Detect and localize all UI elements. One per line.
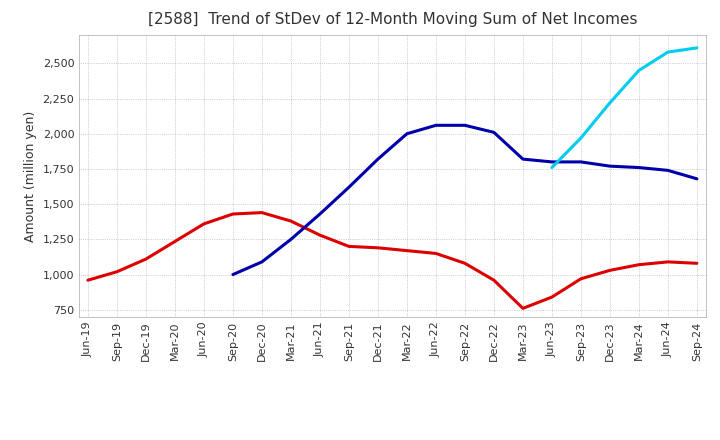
3 Years [142,257,150,262]
5 Years [228,272,237,277]
7 Years [548,165,557,170]
7 Years [693,45,701,51]
5 Years [287,237,295,242]
3 Years [518,306,527,311]
3 Years [634,262,643,268]
3 Years [490,278,498,283]
5 Years [664,168,672,173]
Title: [2588]  Trend of StDev of 12-Month Moving Sum of Net Incomes: [2588] Trend of StDev of 12-Month Moving… [148,12,637,27]
3 Years [693,260,701,266]
7 Years [606,100,614,106]
3 Years [548,294,557,300]
3 Years [287,218,295,224]
3 Years [315,232,324,238]
3 Years [606,268,614,273]
3 Years [345,244,354,249]
3 Years [402,248,411,253]
3 Years [664,259,672,264]
3 Years [431,251,440,256]
3 Years [374,245,382,250]
5 Years [431,123,440,128]
3 Years [84,278,92,283]
3 Years [461,260,469,266]
5 Years [490,130,498,135]
3 Years [112,269,121,275]
5 Years [548,159,557,165]
Line: 3 Years: 3 Years [88,213,697,308]
5 Years [315,211,324,216]
5 Years [606,164,614,169]
5 Years [402,131,411,136]
5 Years [374,157,382,162]
3 Years [199,221,208,227]
5 Years [577,159,585,165]
5 Years [461,123,469,128]
5 Years [258,259,266,264]
5 Years [634,165,643,170]
Line: 7 Years: 7 Years [552,48,697,168]
Line: 5 Years: 5 Years [233,125,697,275]
7 Years [634,68,643,73]
3 Years [577,276,585,282]
3 Years [228,211,237,216]
3 Years [171,239,179,244]
5 Years [345,185,354,190]
7 Years [577,136,585,141]
5 Years [518,157,527,162]
Y-axis label: Amount (million yen): Amount (million yen) [24,110,37,242]
7 Years [664,49,672,55]
3 Years [258,210,266,215]
5 Years [693,176,701,181]
